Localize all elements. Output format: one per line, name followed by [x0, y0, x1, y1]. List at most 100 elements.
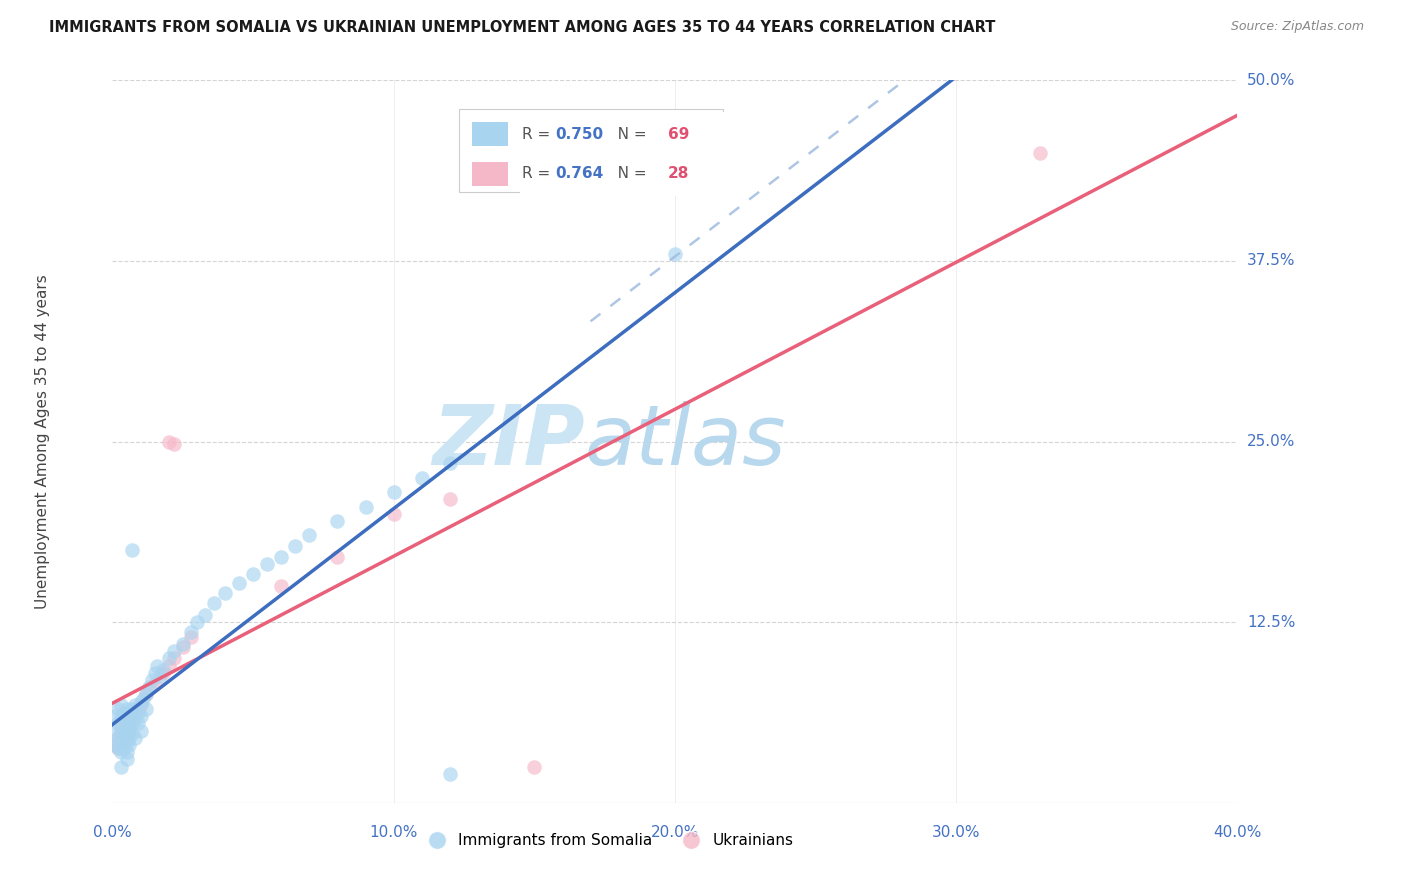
Point: [129, 695, 152, 709]
Point: [124, 712, 146, 726]
Text: 0.0%: 0.0%: [93, 825, 132, 840]
Point: [110, 760, 132, 774]
Point: [110, 698, 132, 712]
Point: [124, 698, 146, 712]
Point: [242, 567, 264, 582]
Point: [112, 726, 135, 740]
Point: [110, 745, 132, 759]
Text: 69: 69: [668, 127, 689, 142]
Point: [228, 576, 250, 591]
Bar: [472, 122, 509, 146]
Point: [118, 709, 141, 723]
Text: R =: R =: [522, 167, 555, 181]
Text: 0.750: 0.750: [555, 127, 603, 142]
Point: [129, 709, 152, 723]
Text: 20.0%: 20.0%: [651, 825, 699, 840]
Point: [143, 665, 166, 680]
Point: [104, 723, 127, 738]
Point: [439, 767, 461, 781]
Point: [121, 712, 143, 726]
Point: [256, 558, 278, 572]
Text: N =: N =: [603, 127, 651, 142]
Point: [194, 607, 217, 622]
Point: [121, 726, 143, 740]
Point: [214, 586, 236, 600]
Text: Source: ZipAtlas.com: Source: ZipAtlas.com: [1230, 20, 1364, 33]
Point: [107, 740, 129, 755]
Point: [129, 698, 152, 712]
Text: 40.0%: 40.0%: [1213, 825, 1261, 840]
Point: [121, 716, 143, 731]
Point: [112, 706, 135, 721]
Point: [112, 726, 135, 740]
Text: 25.0%: 25.0%: [1247, 434, 1295, 449]
Text: Unemployment Among Ages 35 to 44 years: Unemployment Among Ages 35 to 44 years: [35, 274, 51, 609]
Point: [115, 712, 138, 726]
Point: [1029, 145, 1052, 160]
Point: [326, 514, 349, 528]
Text: 0.764: 0.764: [555, 167, 605, 181]
Point: [121, 542, 143, 557]
Point: [127, 716, 149, 731]
Point: [149, 668, 172, 682]
Point: [326, 550, 349, 565]
Point: [172, 637, 194, 651]
Point: [172, 640, 194, 654]
Point: [135, 687, 157, 701]
Point: [115, 726, 138, 740]
Point: [411, 470, 433, 484]
Point: [163, 644, 186, 658]
Point: [115, 702, 138, 716]
Point: [354, 500, 377, 514]
Text: R = 0.750   N = 69: R = 0.750 N = 69: [522, 127, 666, 142]
Point: [112, 716, 135, 731]
Text: ZIP: ZIP: [432, 401, 585, 482]
Point: [124, 731, 146, 745]
Text: 30.0%: 30.0%: [932, 825, 980, 840]
Point: [152, 663, 174, 677]
Point: [157, 434, 180, 449]
Text: N =: N =: [603, 167, 651, 181]
Point: [135, 687, 157, 701]
Text: R =: R =: [522, 127, 555, 142]
Point: [115, 745, 138, 759]
Point: [163, 437, 186, 451]
Point: [284, 539, 307, 553]
Text: R = 0.764   N = 28: R = 0.764 N = 28: [522, 167, 666, 181]
Point: [270, 579, 292, 593]
Point: [270, 550, 292, 565]
Text: 37.5%: 37.5%: [1247, 253, 1295, 268]
Bar: [520, 153, 728, 195]
Point: [107, 731, 129, 745]
Bar: [520, 112, 728, 156]
Point: [382, 507, 405, 521]
Point: [115, 716, 138, 731]
Point: [104, 738, 127, 752]
Point: [110, 721, 132, 735]
Text: 50.0%: 50.0%: [1247, 73, 1295, 87]
Point: [143, 677, 166, 691]
Point: [129, 723, 152, 738]
Point: [141, 673, 163, 687]
Point: [110, 709, 132, 723]
Point: [439, 492, 461, 507]
Point: [163, 651, 186, 665]
Point: [118, 721, 141, 735]
Text: atlas: atlas: [585, 401, 786, 482]
Point: [112, 740, 135, 755]
Point: [107, 716, 129, 731]
Point: [157, 651, 180, 665]
Point: [127, 702, 149, 716]
Point: [110, 735, 132, 749]
FancyBboxPatch shape: [458, 109, 723, 193]
Point: [138, 680, 160, 694]
Point: [135, 702, 157, 716]
Point: [132, 691, 155, 706]
Point: [104, 709, 127, 723]
Point: [146, 658, 169, 673]
Point: [118, 723, 141, 738]
Point: [180, 630, 202, 644]
Point: [115, 752, 138, 766]
Point: [382, 485, 405, 500]
Point: [180, 625, 202, 640]
